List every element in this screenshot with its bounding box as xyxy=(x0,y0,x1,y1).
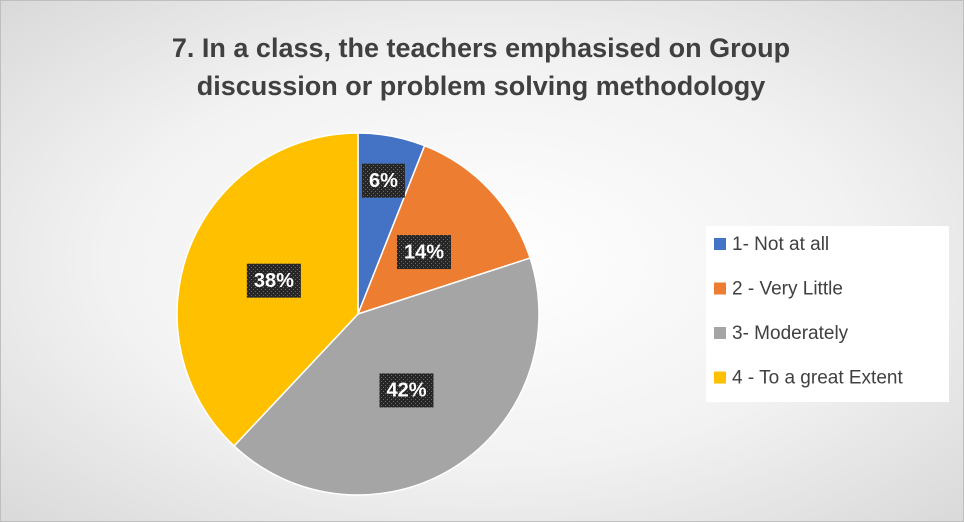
legend-label: 3- Moderately xyxy=(732,323,849,344)
data-label-group: 6% xyxy=(361,163,405,198)
legend-label: 4 - To a great Extent xyxy=(732,368,903,389)
data-label-box xyxy=(396,235,451,270)
legend-swatch xyxy=(714,371,726,384)
data-label-box xyxy=(361,163,405,198)
data-label: 6% xyxy=(369,170,398,192)
legend-swatch xyxy=(714,282,726,295)
data-label-group: 42% xyxy=(379,373,434,408)
legend-swatch xyxy=(714,238,726,250)
data-label: 14% xyxy=(404,241,444,263)
data-label: 38% xyxy=(254,270,294,292)
data-label-group: 14% xyxy=(396,235,451,270)
legend-label: 2 - Very Little xyxy=(732,279,843,300)
data-label-group: 38% xyxy=(246,263,301,298)
chart-title: 7. In a class, the teachers emphasised o… xyxy=(171,33,791,101)
data-label: 42% xyxy=(386,380,426,402)
legend-label: 1- Not at all xyxy=(732,234,829,255)
data-label-box xyxy=(379,373,434,408)
legend-swatch xyxy=(714,327,726,339)
data-label-box xyxy=(246,263,301,298)
legend-box xyxy=(706,226,949,402)
